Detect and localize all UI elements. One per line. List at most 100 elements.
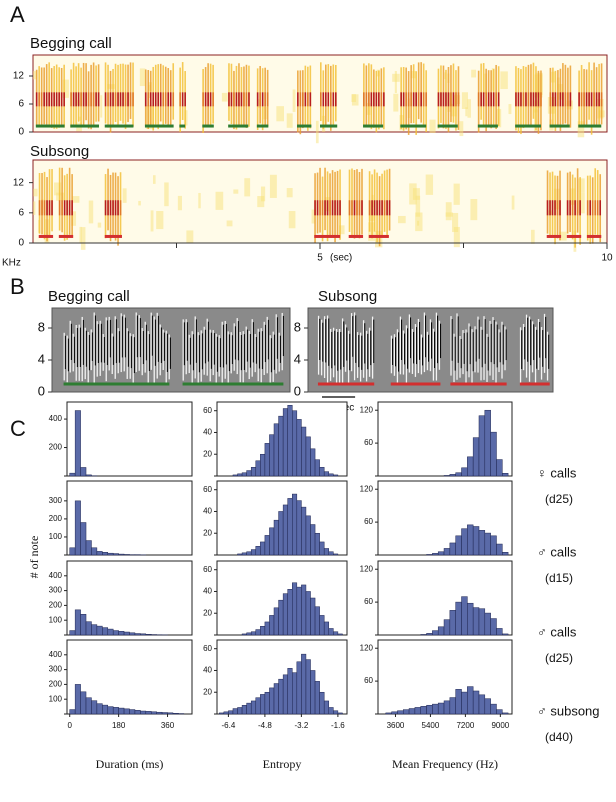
bar — [314, 532, 320, 556]
syllable-edge — [395, 337, 397, 367]
syllable-core — [320, 92, 322, 107]
syllable-core — [535, 92, 537, 107]
bar — [310, 448, 316, 477]
syllable-edge — [243, 334, 245, 370]
bar — [467, 456, 474, 477]
x-tick-label: 5 — [317, 253, 323, 264]
y-tick-label: 40 — [203, 507, 212, 516]
noise — [315, 120, 319, 144]
syllable-edge — [67, 338, 69, 372]
noise — [226, 220, 233, 227]
noise — [286, 113, 293, 128]
x-tick-label: 5400 — [422, 721, 440, 730]
syllable-core — [112, 92, 114, 107]
bar — [282, 674, 288, 715]
bar — [443, 619, 451, 636]
syllable-core — [574, 200, 576, 216]
syllable-core — [588, 92, 590, 107]
bar — [402, 709, 410, 715]
noise — [215, 191, 224, 210]
syllable-edge — [225, 323, 227, 365]
syllable-streak — [168, 334, 170, 380]
syllable-streak — [206, 318, 208, 376]
syllable-streak — [203, 326, 205, 375]
syllable-streak — [356, 332, 359, 378]
syllable-streak — [477, 316, 479, 373]
noise — [62, 79, 69, 98]
bar — [472, 607, 480, 636]
syllable-streak — [230, 332, 232, 374]
syllable-edge — [328, 318, 330, 366]
syllable-streak — [58, 167, 61, 231]
bar — [96, 551, 103, 556]
bar — [118, 553, 125, 556]
syllable-core — [371, 200, 373, 216]
syllable-edge — [201, 333, 203, 370]
syllable-core — [517, 92, 520, 107]
bar — [319, 691, 325, 715]
bar — [467, 524, 474, 556]
segment-bar — [450, 382, 507, 386]
syllable-edge — [367, 333, 369, 370]
syllable-streak — [84, 327, 86, 380]
syllable-streak — [317, 315, 320, 375]
syllable-core — [321, 200, 324, 216]
syllable-core — [361, 200, 363, 216]
bar — [80, 522, 87, 556]
syllable-core — [154, 92, 157, 107]
syllable-core — [264, 92, 266, 107]
syllable-core — [104, 200, 107, 216]
bar — [260, 453, 266, 477]
bar — [333, 474, 339, 477]
bar — [241, 633, 247, 636]
syllable-streak — [335, 329, 338, 385]
syllable-core — [358, 200, 361, 216]
bar — [118, 631, 125, 636]
syllable-edge — [166, 333, 168, 372]
syllable-edge — [240, 334, 242, 371]
syllable-streak — [537, 319, 540, 370]
noise — [276, 106, 284, 122]
syllable-core — [564, 92, 567, 107]
bar — [455, 535, 462, 556]
y-tick-label: 6 — [18, 207, 24, 218]
syllable-edge — [124, 317, 126, 358]
syllable-core — [442, 92, 445, 107]
noise — [33, 71, 37, 80]
syllable-streak — [120, 313, 122, 373]
bar — [250, 700, 257, 715]
bar — [461, 528, 468, 556]
bar — [118, 707, 125, 715]
syllable-core — [322, 92, 325, 107]
syllable-edge — [352, 316, 354, 357]
syllable-core — [440, 92, 442, 107]
syllable-core — [157, 92, 160, 107]
segment-bar — [400, 124, 427, 128]
syllable-edge — [490, 323, 492, 363]
syllable-core — [159, 92, 162, 107]
noise — [288, 211, 296, 229]
bar — [69, 472, 76, 477]
syllable-edge — [258, 331, 260, 369]
syllable-core — [129, 92, 132, 107]
syllable-core — [363, 92, 365, 107]
bar — [426, 704, 433, 715]
bar — [467, 686, 474, 715]
syllable-edge — [106, 320, 108, 366]
syllable-edge — [460, 338, 462, 369]
noise — [80, 227, 86, 250]
bar — [278, 678, 284, 715]
segment-bar — [314, 234, 341, 238]
noise — [461, 92, 468, 109]
syllable-core — [557, 92, 559, 107]
bar — [314, 459, 320, 477]
syllable-edge — [437, 315, 439, 364]
noise — [221, 92, 228, 102]
bar — [260, 626, 266, 636]
syllable-edge — [157, 315, 159, 362]
bar — [432, 703, 439, 715]
y-tick-label: 60 — [364, 517, 373, 526]
syllable-streak — [165, 330, 167, 386]
syllable-edge — [112, 336, 114, 365]
